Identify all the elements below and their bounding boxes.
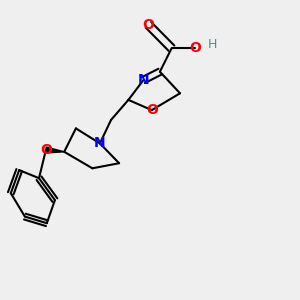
Text: H: H xyxy=(208,38,218,51)
Text: N: N xyxy=(94,136,106,150)
Text: N: N xyxy=(138,73,149,87)
Text: O: O xyxy=(40,143,52,157)
Text: O: O xyxy=(146,103,158,117)
Polygon shape xyxy=(46,147,64,153)
Text: O: O xyxy=(189,41,201,55)
Text: O: O xyxy=(142,18,154,32)
